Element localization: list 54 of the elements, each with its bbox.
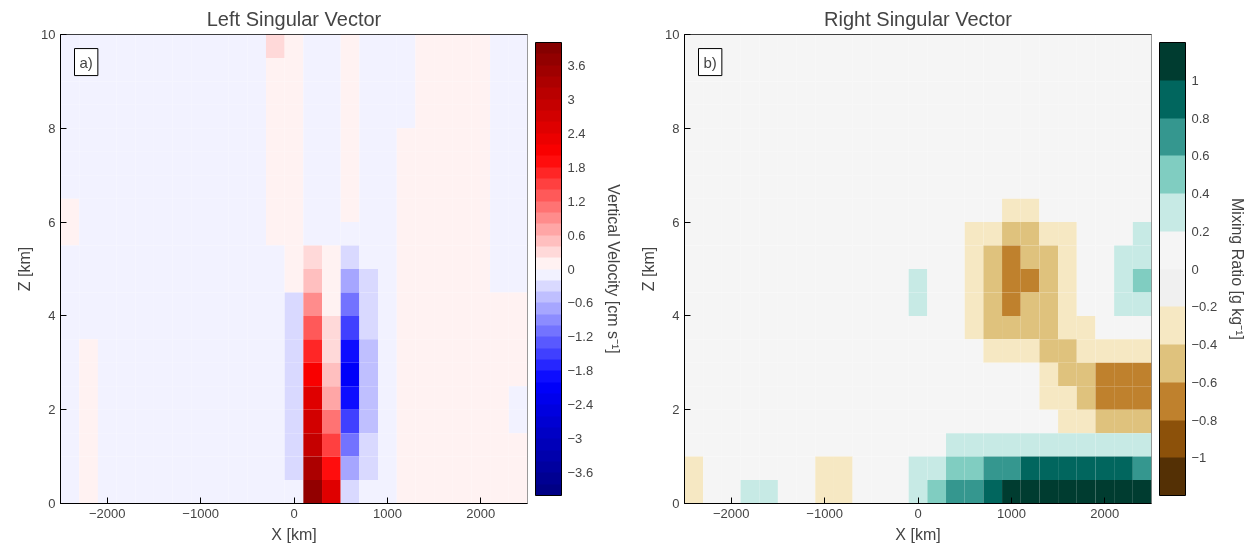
- color-bar-label: −2.4: [567, 397, 594, 413]
- y-axis-title: Z [km]: [640, 246, 658, 292]
- chart-title: Right Singular Vector: [824, 7, 1013, 30]
- y-tick-label: 2: [672, 402, 680, 418]
- color-bar-label: −1.2: [567, 329, 594, 345]
- annotation: a): [79, 53, 93, 71]
- x-tick-label: −2000: [88, 505, 126, 521]
- x-tick-label: 0: [914, 505, 922, 521]
- y-tick-label: 10: [665, 27, 680, 42]
- y-tick-label: 4: [672, 308, 680, 324]
- color-bar-label: 3.6: [567, 57, 586, 73]
- x-axis-title: X [km]: [895, 525, 941, 543]
- color-bar-title: Vertical Velocity [cm s⁻¹]: [604, 184, 622, 354]
- color-bar-label: 0.2: [1191, 223, 1210, 239]
- y-tick-label: 6: [48, 214, 56, 230]
- x-tick-label: 2000: [1090, 505, 1120, 521]
- x-tick-label: −2000: [712, 505, 750, 521]
- color-bar-label: 1.2: [567, 193, 586, 209]
- annotation: b): [703, 53, 717, 71]
- color-bar-label: 0: [567, 261, 575, 277]
- x-tick-label: 1000: [372, 505, 402, 521]
- color-bar-label: 0: [1191, 261, 1199, 277]
- y-tick-label: 6: [672, 214, 680, 230]
- color-bar-label: −3: [567, 431, 583, 447]
- color-bar-label: 1: [1191, 72, 1199, 88]
- x-axis-title: X [km]: [271, 525, 317, 543]
- color-bar-title: Mixing Ratio [g kg⁻¹]: [1228, 198, 1246, 340]
- color-bar-label: −0.4: [1191, 337, 1218, 352]
- color-bar-label: 1.8: [567, 159, 586, 175]
- color-bar-label: 0.4: [1191, 186, 1210, 201]
- y-tick-label: 8: [672, 120, 680, 136]
- x-tick-label: 1000: [996, 505, 1026, 521]
- color-bar-label: −0.6: [1191, 374, 1218, 390]
- color-bar-label: −1.8: [567, 363, 594, 379]
- chart-title: Left Singular Vector: [206, 7, 382, 30]
- y-axis-title: Z [km]: [16, 246, 34, 292]
- color-bar-label: −0.8: [1191, 412, 1218, 428]
- color-bar-label: 0.6: [567, 227, 586, 243]
- color-bar-label: 0.6: [1191, 148, 1210, 164]
- y-tick-label: 4: [48, 308, 56, 324]
- x-tick-label: 0: [290, 505, 298, 521]
- color-bar-label: −3.6: [567, 465, 594, 481]
- x-tick-label: −1000: [806, 505, 843, 521]
- color-bar-label: 0.8: [1191, 110, 1210, 126]
- color-bar-label: −0.6: [567, 295, 594, 311]
- color-bar-label: 2.4: [567, 125, 586, 141]
- y-tick-label: 8: [48, 120, 56, 136]
- color-bar-label: −0.2: [1191, 299, 1218, 315]
- color-bar-label: −1: [1191, 450, 1207, 466]
- y-tick-label: 10: [41, 27, 56, 42]
- x-tick-label: 2000: [466, 505, 496, 521]
- y-tick-label: 2: [48, 402, 56, 418]
- x-tick-label: −1000: [182, 505, 219, 521]
- color-bar-label: 3: [567, 91, 575, 107]
